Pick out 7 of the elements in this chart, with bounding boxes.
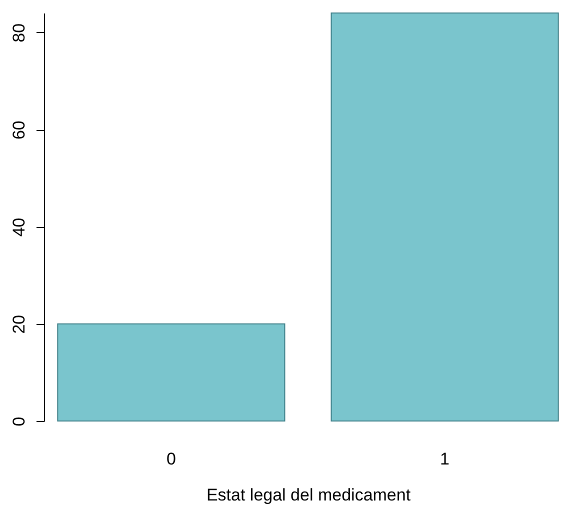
- x-axis-title: Estat legal del medicament: [206, 486, 411, 504]
- y-tick-label: 60: [10, 120, 28, 140]
- y-tick-label: 40: [10, 218, 28, 237]
- y-tick-label: 80: [10, 23, 28, 42]
- x-tick-label: 1: [440, 450, 450, 468]
- y-tick-label: 0: [10, 416, 28, 426]
- y-tick-label: 20: [10, 314, 28, 334]
